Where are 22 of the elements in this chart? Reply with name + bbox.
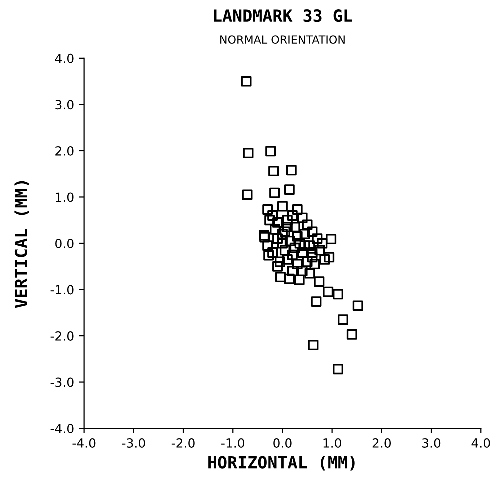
y-tick-label: 0.0	[56, 238, 74, 248]
y-tick-label: 4.0	[55, 54, 74, 64]
y-tick-label: 3.0	[56, 100, 74, 110]
x-tick-label: -3.0	[122, 438, 146, 448]
x-tick-label: 0.0	[274, 438, 292, 448]
x-axis-title: HORIZONTAL (MM)	[208, 456, 355, 471]
x-tick-label: -4.0	[72, 438, 96, 448]
x-tick-label: -1.0	[222, 438, 244, 448]
y-tick-label: 1.0	[56, 192, 74, 202]
y-tick-label: -1.0	[50, 285, 74, 295]
y-tick-label: -2.0	[50, 332, 74, 341]
chart-title: LANDMARK 33 GL	[214, 10, 352, 22]
y-tick-label: -3.0	[50, 378, 74, 388]
x-tick-label: 4.0	[472, 438, 490, 448]
x-tick-label: 3.0	[422, 438, 441, 448]
x-tick-label: 1.0	[324, 438, 342, 448]
y-axis-title: VERTICAL (MM)	[14, 181, 30, 308]
y-tick-label: -4.0	[50, 424, 74, 434]
chart-subtitle: NORMAL ORIENTATION	[220, 36, 345, 44]
x-tick-label: 2.0	[372, 438, 392, 448]
y-tick-label: 2.0	[56, 146, 74, 156]
x-tick-label: -2.0	[172, 438, 195, 448]
